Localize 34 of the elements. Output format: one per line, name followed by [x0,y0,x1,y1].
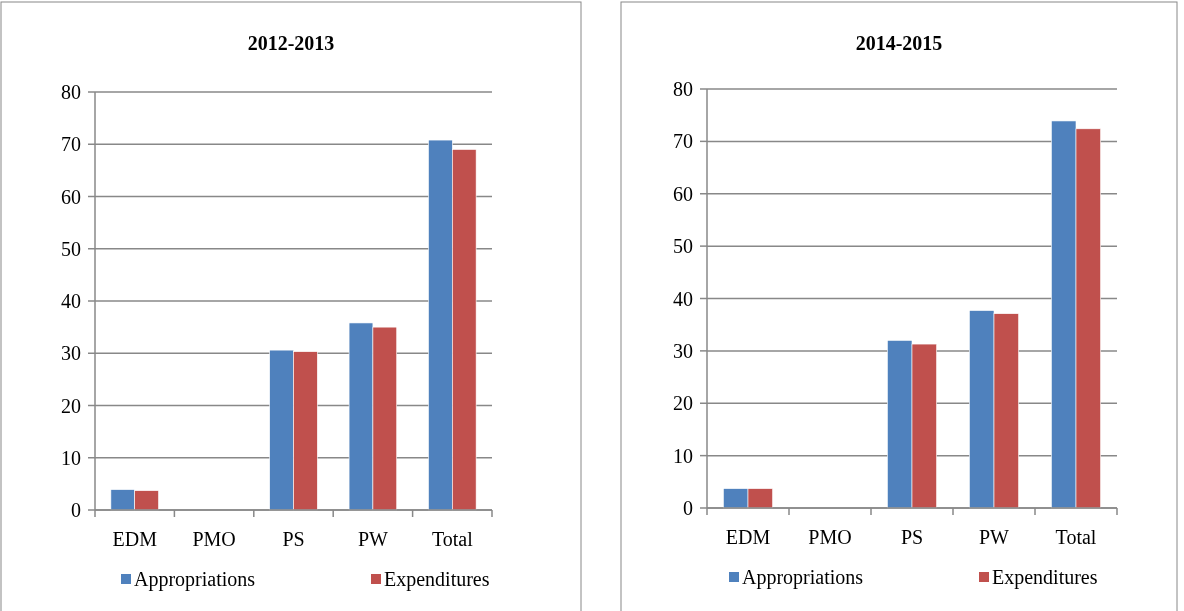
y-tick-label: 10 [673,444,693,467]
y-tick-label: 60 [673,182,693,205]
y-tick-label: 80 [673,78,693,100]
x-tick-label: PW [357,528,389,550]
y-tick-label: 20 [61,394,81,417]
y-tick-label: 0 [71,499,81,521]
x-tick-label: PMO [808,526,852,548]
x-tick-label: EDM [112,528,158,550]
y-tick-label: 20 [673,392,693,415]
x-tick-label: PS [282,528,305,550]
x-tick-label: PMO [192,528,236,550]
x-tick-label: Total [1055,526,1097,548]
y-tick-label: 10 [61,446,81,469]
y-tick-label: 30 [673,339,693,362]
y-tick-label: 70 [61,133,81,156]
y-tick-label: 70 [673,130,693,153]
legend-label: Expenditures [384,568,490,591]
y-tick-label: 60 [61,185,81,208]
legend-label: Appropriations [742,566,864,589]
x-tick-label: EDM [725,526,771,548]
y-tick-label: 80 [61,81,81,103]
x-tick-label: Total [431,528,474,550]
y-tick-label: 0 [683,497,693,519]
legend-label: Expenditures [992,566,1098,589]
y-tick-label: 50 [673,235,693,258]
chart-title: 2014-2015 [855,32,943,54]
y-tick-label: 50 [61,237,81,260]
x-tick-label: PS [900,526,924,548]
y-tick-label: 30 [61,342,81,365]
y-tick-label: 40 [673,287,693,310]
legend-label: Appropriations [134,568,256,591]
x-tick-label: PW [979,526,1010,548]
chart-title: 2012-2013 [247,32,335,54]
y-tick-label: 40 [61,290,81,312]
